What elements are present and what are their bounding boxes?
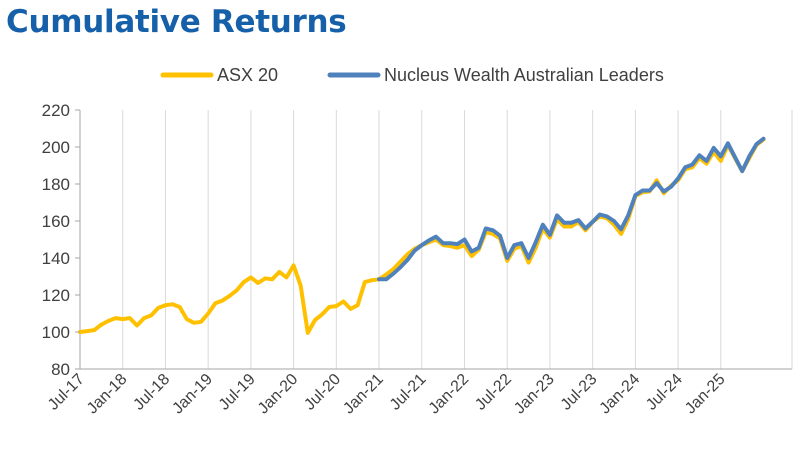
legend: ASX 20 Nucleus Wealth Australian Leaders: [160, 65, 664, 85]
chart-title: Cumulative Returns: [6, 4, 347, 40]
y-tick-label: 220: [42, 101, 70, 120]
x-tick-label: Jul-20: [301, 371, 344, 414]
y-tick-label: 120: [42, 286, 70, 305]
y-tick-label: 200: [42, 138, 70, 157]
x-tick-label: Jan-19: [169, 371, 216, 418]
x-tick-label: Jul-24: [643, 371, 686, 414]
x-tick-label: Jul-19: [216, 371, 259, 414]
x-tick-label: Jan-22: [426, 371, 473, 418]
legend-label: ASX 20: [217, 65, 278, 85]
axes: [79, 110, 792, 370]
series-line-2: [377, 136, 766, 282]
series-lines: [78, 136, 766, 335]
x-tick-label: Jan-21: [340, 371, 387, 418]
x-tick-label: Jan-18: [84, 371, 131, 418]
y-tick-label: 100: [42, 323, 70, 342]
y-tick-label: 160: [42, 212, 70, 231]
x-tick-label: Jan-20: [255, 371, 302, 418]
y-tick-label: 140: [42, 249, 70, 268]
y-tick-labels: 80 100 120 140 160 180 200 220: [42, 101, 80, 379]
x-tick-label: Jan-23: [511, 371, 558, 418]
x-tick-label: Jan-25: [682, 371, 729, 418]
x-tick-label: Jul-18: [130, 371, 173, 414]
legend-label: Nucleus Wealth Australian Leaders: [384, 65, 664, 85]
y-tick-label: 180: [42, 175, 70, 194]
x-tick-label: Jul-21: [387, 371, 430, 414]
x-tick-label: Jul-22: [472, 371, 515, 414]
y-tick-label: 80: [51, 360, 70, 379]
x-tick-label: Jan-24: [597, 371, 644, 418]
x-tick-label: Jul-23: [558, 371, 601, 414]
